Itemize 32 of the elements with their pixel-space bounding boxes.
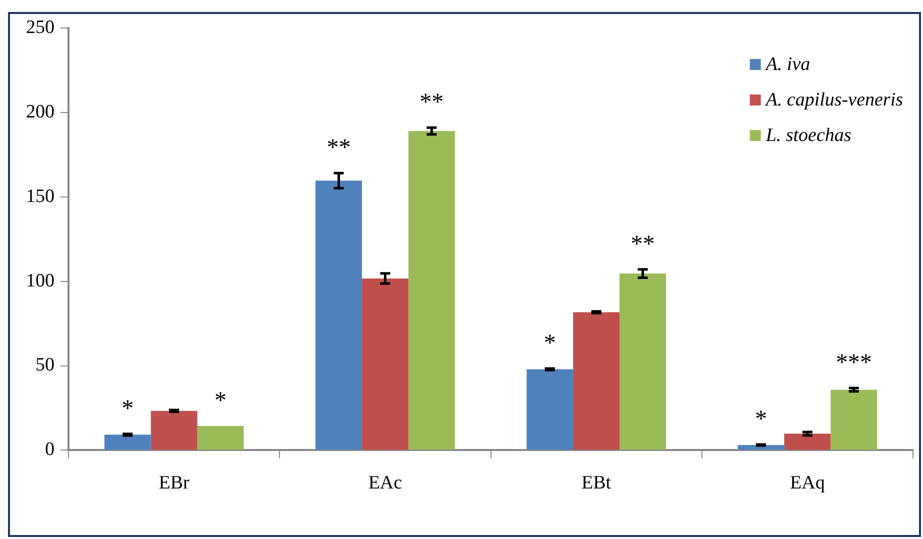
legend-label: A. iva [764, 54, 810, 75]
x-tick-label: EAq [790, 472, 826, 494]
y-tick-label: 150 [26, 186, 54, 207]
data-label: * [544, 330, 556, 356]
x-tick-label: EBt [582, 472, 612, 494]
y-tick-label: 200 [26, 101, 54, 122]
bar [526, 369, 574, 450]
y-tick-label: 0 [45, 439, 54, 460]
bar [830, 390, 878, 450]
bar [197, 426, 244, 450]
y-tick-label: 50 [36, 354, 54, 376]
y-tick-label: 250 [26, 16, 54, 38]
bar [104, 434, 151, 450]
legend-label: A. capilus-veneris [764, 90, 904, 110]
data-label: * [754, 406, 767, 432]
data-label: ** [420, 90, 444, 116]
data-label: *** [836, 350, 872, 376]
data-label: ** [326, 135, 351, 162]
y-tick-label: 100 [26, 270, 54, 292]
legend-label: L. stoechas [764, 125, 852, 146]
bar [362, 278, 408, 450]
bar [316, 180, 362, 450]
data-label: * [122, 396, 134, 422]
bar [784, 434, 831, 450]
bar [408, 131, 455, 450]
data-label: ** [630, 231, 655, 258]
bar [620, 274, 666, 450]
data-label: * [214, 388, 227, 414]
x-tick-label: EAc [368, 472, 402, 494]
bar [573, 312, 620, 450]
x-tick-label: EBr [158, 472, 190, 494]
bar [150, 410, 198, 450]
